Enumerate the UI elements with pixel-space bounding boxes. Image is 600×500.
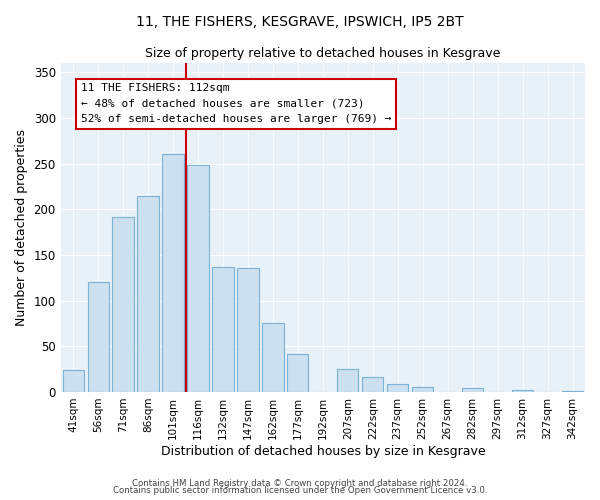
Bar [62, 370, 84, 392]
Bar [212, 267, 233, 392]
X-axis label: Distribution of detached houses by size in Kesgrave: Distribution of detached houses by size … [161, 444, 485, 458]
Bar [287, 354, 308, 392]
Bar [412, 388, 433, 392]
Bar [88, 282, 109, 392]
Text: Contains public sector information licensed under the Open Government Licence v3: Contains public sector information licen… [113, 486, 487, 495]
Text: 11, THE FISHERS, KESGRAVE, IPSWICH, IP5 2BT: 11, THE FISHERS, KESGRAVE, IPSWICH, IP5 … [136, 15, 464, 29]
Bar [163, 154, 184, 392]
Bar [262, 324, 284, 392]
Bar [112, 216, 134, 392]
Bar [337, 369, 358, 392]
Text: 11 THE FISHERS: 112sqm
← 48% of detached houses are smaller (723)
52% of semi-de: 11 THE FISHERS: 112sqm ← 48% of detached… [80, 83, 391, 124]
Text: Contains HM Land Registry data © Crown copyright and database right 2024.: Contains HM Land Registry data © Crown c… [132, 478, 468, 488]
Bar [187, 166, 209, 392]
Bar [512, 390, 533, 392]
Bar [562, 391, 583, 392]
Bar [462, 388, 483, 392]
Y-axis label: Number of detached properties: Number of detached properties [15, 129, 28, 326]
Bar [238, 268, 259, 392]
Bar [387, 384, 409, 392]
Bar [137, 196, 158, 392]
Bar [362, 378, 383, 392]
Title: Size of property relative to detached houses in Kesgrave: Size of property relative to detached ho… [145, 48, 500, 60]
